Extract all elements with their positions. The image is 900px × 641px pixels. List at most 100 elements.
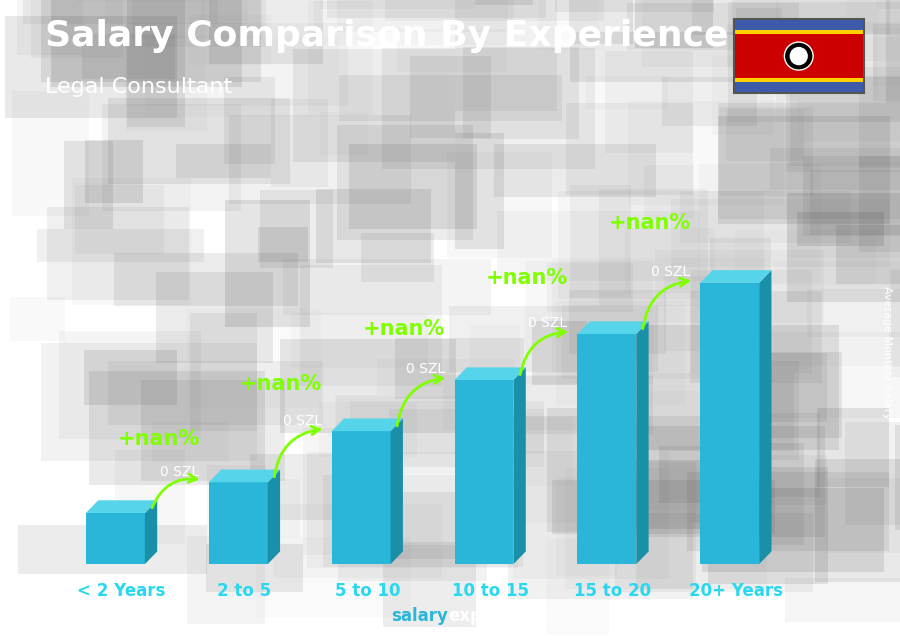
Bar — [145, 36, 339, 117]
Bar — [444, 375, 602, 430]
Bar — [688, 472, 888, 551]
Polygon shape — [578, 334, 636, 564]
Bar — [545, 539, 609, 635]
Bar — [846, 0, 900, 29]
Bar — [605, 51, 693, 153]
Bar — [75, 185, 164, 254]
Text: +nan%: +nan% — [486, 269, 568, 288]
Bar — [786, 76, 900, 172]
Bar — [338, 0, 514, 31]
Polygon shape — [454, 367, 526, 380]
Bar — [896, 424, 900, 529]
Bar — [389, 492, 484, 559]
Bar — [547, 408, 604, 531]
Bar — [125, 23, 347, 106]
Bar — [64, 141, 113, 229]
Text: 0 SZL: 0 SZL — [528, 317, 568, 330]
Bar — [18, 525, 207, 574]
Bar — [718, 116, 890, 224]
Bar — [114, 253, 298, 306]
Bar — [176, 144, 271, 178]
Bar — [187, 536, 265, 624]
Bar — [702, 488, 884, 572]
Polygon shape — [332, 419, 403, 431]
Bar — [152, 422, 229, 462]
Bar — [776, 0, 878, 99]
Bar — [82, 34, 176, 79]
Bar — [877, 0, 900, 9]
Bar — [389, 409, 544, 454]
Bar — [322, 475, 523, 567]
Text: 0 SZL: 0 SZL — [160, 465, 199, 479]
Bar — [463, 47, 579, 138]
Bar — [707, 467, 828, 584]
Bar — [377, 359, 516, 395]
Bar — [475, 0, 533, 4]
Bar — [52, 0, 205, 86]
Bar — [532, 321, 587, 385]
Bar — [859, 156, 900, 253]
Bar — [555, 0, 714, 12]
Bar — [140, 380, 284, 481]
Bar — [569, 290, 666, 354]
Bar — [480, 417, 572, 486]
Bar — [627, 101, 784, 205]
Polygon shape — [514, 367, 526, 564]
Polygon shape — [86, 500, 158, 513]
Bar — [31, 0, 122, 58]
Bar — [844, 422, 900, 525]
Bar — [734, 19, 864, 30]
Bar — [719, 107, 814, 196]
Bar — [316, 188, 431, 263]
Bar — [292, 49, 454, 163]
Bar — [691, 271, 813, 373]
Bar — [662, 77, 757, 126]
Bar — [190, 313, 256, 431]
Bar — [798, 101, 900, 141]
Bar — [615, 513, 814, 592]
Bar — [556, 301, 685, 404]
Bar — [889, 269, 900, 367]
Bar — [586, 76, 669, 109]
Bar — [37, 229, 203, 262]
Bar — [692, 0, 890, 35]
Text: 15 to 20: 15 to 20 — [574, 582, 652, 600]
Bar — [690, 291, 822, 383]
Bar — [471, 324, 520, 367]
Polygon shape — [86, 513, 145, 564]
Bar — [108, 98, 290, 184]
Bar — [717, 444, 804, 545]
Bar — [85, 140, 143, 203]
Bar — [525, 261, 653, 384]
Bar — [558, 191, 764, 299]
Polygon shape — [578, 321, 649, 334]
Bar — [258, 227, 309, 262]
Bar — [382, 48, 595, 169]
Polygon shape — [454, 380, 514, 564]
Text: 0 SZL: 0 SZL — [37, 495, 76, 510]
Bar — [644, 165, 694, 219]
Bar — [338, 75, 562, 121]
Bar — [734, 34, 864, 78]
Bar — [127, 0, 185, 127]
Bar — [664, 276, 749, 351]
Bar — [785, 578, 900, 622]
Bar — [10, 297, 66, 340]
Bar — [508, 523, 693, 599]
Bar — [749, 455, 827, 505]
Bar — [256, 537, 411, 617]
Bar — [817, 408, 888, 487]
Bar — [126, 83, 207, 131]
Bar — [766, 353, 842, 438]
Bar — [552, 479, 776, 534]
Bar — [16, 0, 83, 55]
Bar — [22, 0, 219, 24]
Bar — [513, 451, 669, 579]
Bar — [680, 191, 851, 244]
Bar — [464, 376, 652, 434]
Bar — [725, 109, 804, 162]
Bar — [303, 428, 359, 555]
Bar — [570, 0, 633, 44]
Text: +nan%: +nan% — [117, 429, 200, 449]
Bar — [221, 479, 300, 538]
